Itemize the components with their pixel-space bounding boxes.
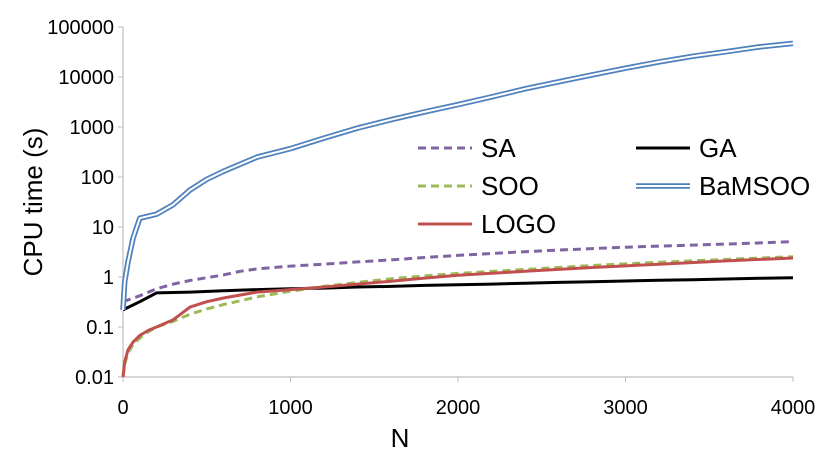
y-tick-label: 0.01	[75, 367, 114, 389]
series-ga	[122, 276, 794, 312]
legend-item-logo: LOGO	[418, 209, 556, 239]
y-tick-label: 10000	[58, 67, 114, 89]
x-tick-label: 3000	[603, 397, 648, 419]
legend-label-logo: LOGO	[481, 209, 556, 239]
x-tick-label: 4000	[771, 397, 816, 419]
series-sa	[122, 240, 794, 304]
plot-area: 0.01 0.1 1 10 100 1000 10000 100000 0 1000 2000 30…	[47, 17, 815, 419]
y-tick-label: 100	[81, 167, 114, 189]
y-tick-label: 1000	[70, 117, 115, 139]
y-axis-ticks: 0.01 0.1 1 10 100 1000 10000 100000	[47, 17, 123, 389]
x-axis-title: N	[391, 423, 410, 453]
x-tick-label: 1000	[268, 397, 313, 419]
legend-item-bamsoo: BaMSOO	[636, 171, 810, 201]
y-tick-label: 100000	[47, 17, 114, 39]
legend-label-bamsoo: BaMSOO	[699, 171, 810, 201]
y-tick-label: 1	[103, 267, 114, 289]
y-tick-label: 10	[92, 217, 114, 239]
legend-item-ga: GA	[636, 133, 737, 163]
x-axis-ticks: 0 1000 2000 3000 4000	[117, 377, 815, 419]
series-soo-line	[121, 255, 794, 378]
legend-label-ga: GA	[699, 133, 737, 163]
series-soo	[121, 255, 794, 378]
y-axis-title: CPU time (s)	[18, 128, 48, 277]
x-tick-label: 0	[117, 397, 128, 419]
series-logo-line	[121, 256, 794, 378]
series-sa-line	[122, 240, 794, 304]
series-layer	[120, 40, 794, 378]
y-tick-label: 0.1	[86, 317, 114, 339]
series-bamsoo-line-outer	[120, 40, 794, 311]
series-bamsoo-line-inner	[122, 42, 794, 310]
legend-label-soo: SOO	[481, 171, 539, 201]
series-ga-line	[122, 276, 794, 312]
legend-item-soo: SOO	[418, 171, 539, 201]
legend-label-sa: SA	[481, 133, 516, 163]
series-logo	[121, 256, 794, 378]
legend-item-sa: SA	[418, 133, 516, 163]
series-bamsoo	[120, 40, 794, 311]
legend: SA GA SOO BaMSOO LOGO	[418, 133, 810, 239]
x-tick-label: 2000	[436, 397, 481, 419]
